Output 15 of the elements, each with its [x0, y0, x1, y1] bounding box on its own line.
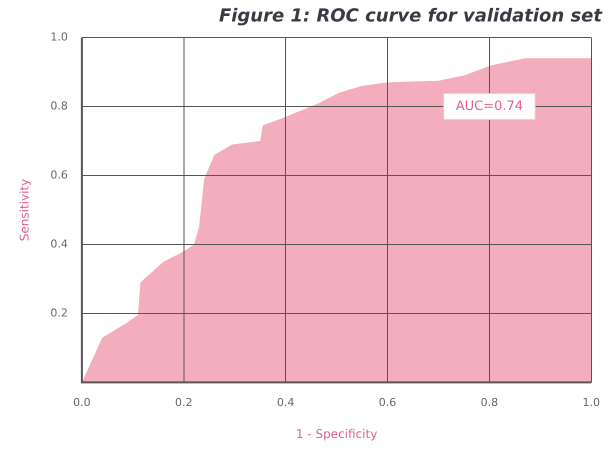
y-tick-label: 1.0: [50, 30, 68, 44]
annotation: AUC=0.74: [456, 98, 524, 114]
y-tick-label: 0.6: [50, 168, 68, 182]
x-tick-label: 0.8: [480, 396, 498, 409]
x-tick-label: 0.4: [276, 396, 294, 409]
x-tick-label: 0.6: [378, 396, 396, 409]
x-tick-label: 0.0: [73, 396, 91, 409]
x-axis-title: 1 - Specificity: [296, 426, 378, 441]
x-tick-label: 0.2: [175, 396, 193, 409]
chart-title: Figure 1: ROC curve for validation set: [218, 5, 604, 26]
y-tick-label: 0.8: [50, 99, 68, 112]
y-axis-title: Sensitivity: [17, 178, 32, 242]
x-tick-label: 1.0: [582, 396, 600, 409]
y-tick-label: 0.2: [50, 306, 68, 320]
y-tick-label: 0.4: [50, 237, 68, 250]
